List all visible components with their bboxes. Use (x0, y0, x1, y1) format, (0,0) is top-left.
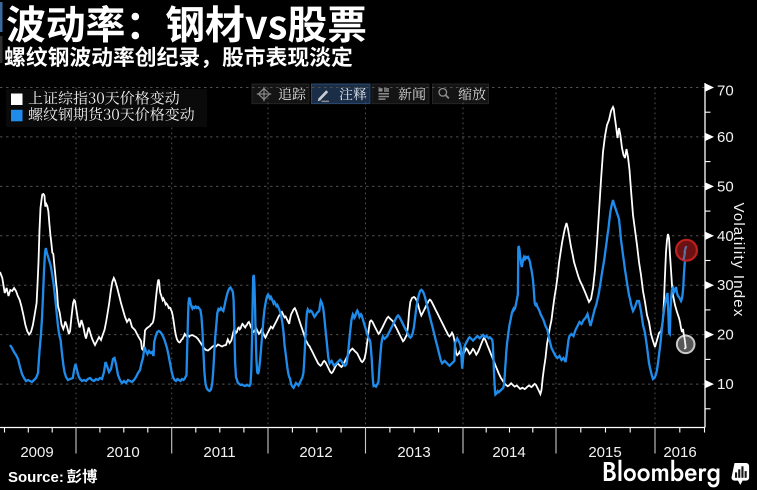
svg-text:2012: 2012 (299, 444, 332, 461)
svg-text:2011: 2011 (203, 444, 235, 461)
svg-text:2016: 2016 (663, 444, 696, 461)
svg-text:10: 10 (717, 376, 734, 393)
svg-text:2014: 2014 (492, 444, 525, 461)
svg-text:30: 30 (717, 277, 734, 294)
svg-text:2009: 2009 (20, 444, 53, 461)
svg-text:70: 70 (717, 83, 734, 100)
svg-text:2010: 2010 (106, 444, 139, 461)
svg-text:Source:: Source: (8, 469, 64, 486)
svg-text:2013: 2013 (397, 444, 430, 461)
svg-text:Volatility Index: Volatility Index (730, 202, 747, 317)
svg-text:20: 20 (717, 327, 734, 344)
svg-text:40: 40 (717, 228, 734, 245)
svg-text:50: 50 (717, 178, 734, 195)
svg-text:2015: 2015 (588, 444, 621, 461)
svg-text:60: 60 (717, 129, 734, 146)
